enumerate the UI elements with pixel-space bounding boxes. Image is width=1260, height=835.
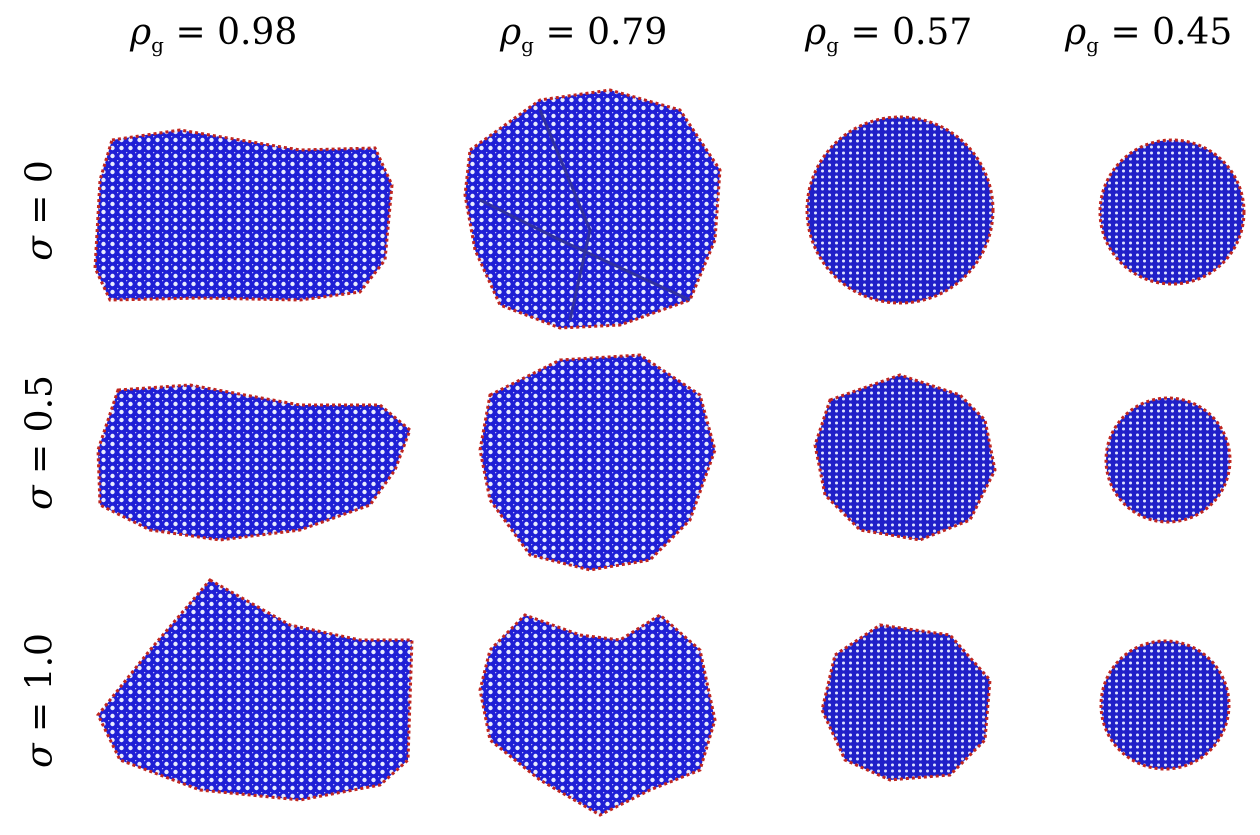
sheet-r2-c1 (96, 383, 412, 542)
sheet-r1-c4 (1098, 138, 1246, 286)
sheet-r3-c4 (1099, 639, 1231, 771)
sheet-r2-c4 (1104, 396, 1232, 524)
sheet-r1-c1 (93, 128, 394, 302)
sheet-r1-c3 (805, 115, 995, 305)
sheet-r3-c2 (478, 613, 717, 817)
column-label-rho-079: ρg = 0.79 (500, 12, 668, 57)
sheet-r2-c3 (813, 373, 997, 542)
sheet-r3-c1 (96, 578, 414, 802)
column-label-rho-057: ρg = 0.57 (805, 12, 973, 57)
column-label-rho-098: ρg = 0.98 (130, 12, 298, 57)
sheet-r3-c3 (820, 623, 992, 782)
sheet-r2-c2 (478, 353, 717, 572)
sheet-r1-c2 (463, 88, 722, 330)
column-label-rho-045: ρg = 0.45 (1065, 12, 1233, 57)
